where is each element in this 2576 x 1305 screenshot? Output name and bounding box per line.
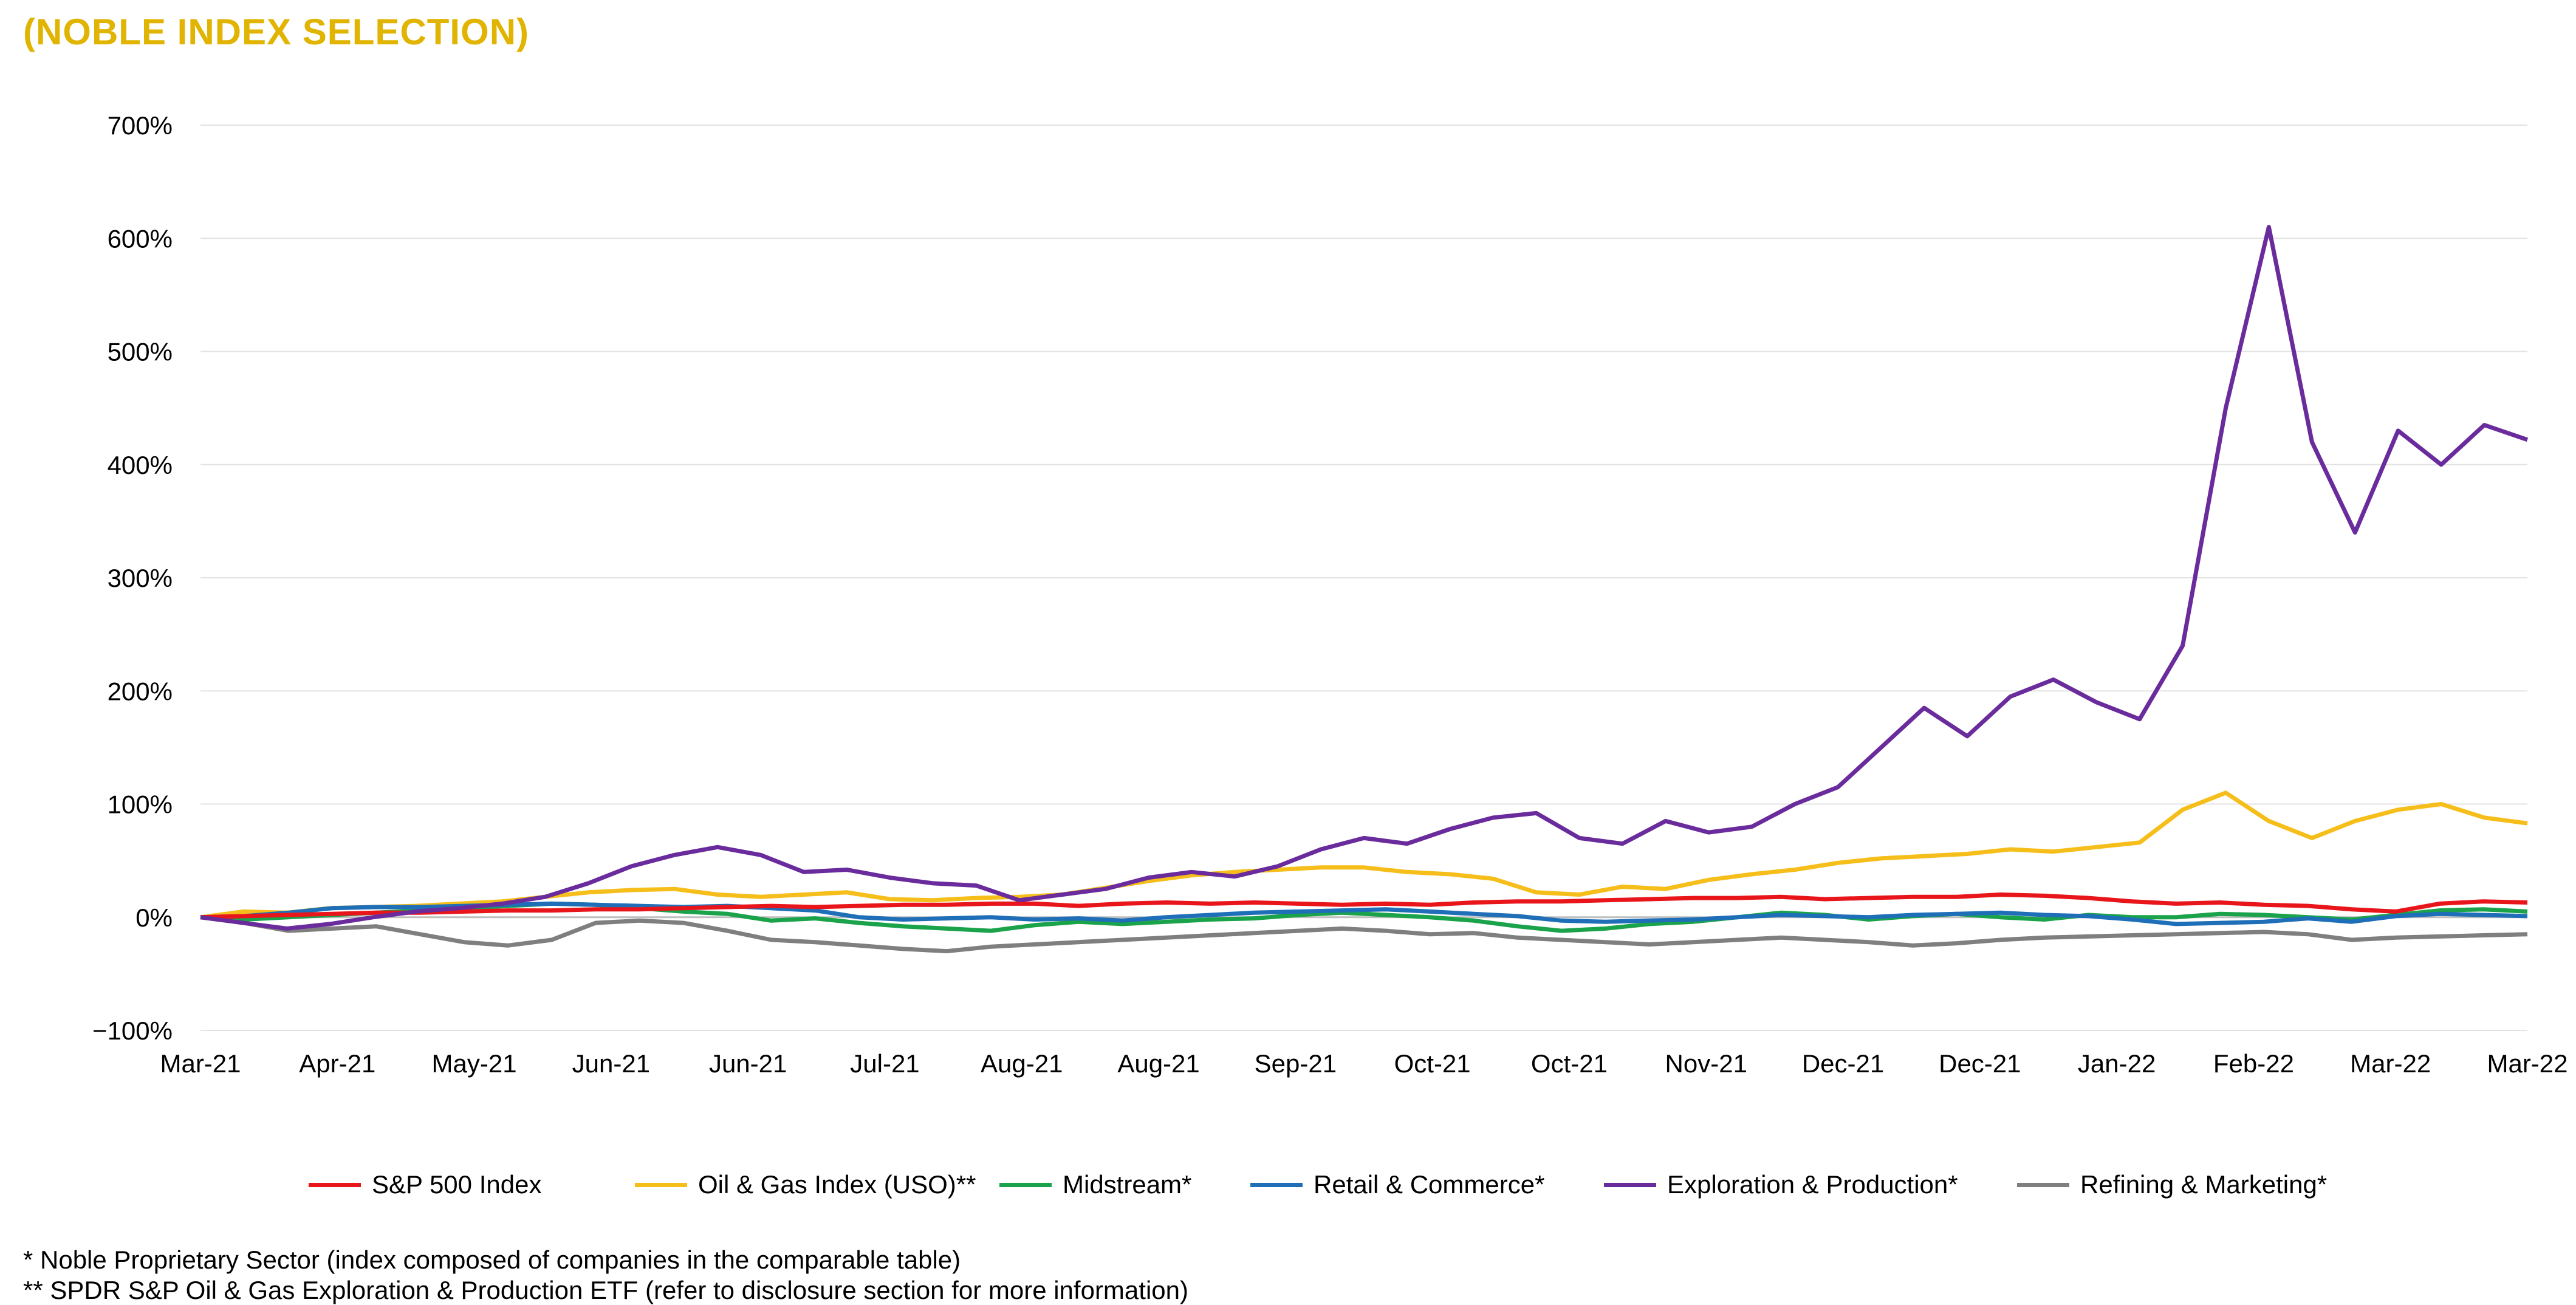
x-tick-label: Mar-22 xyxy=(2487,1049,2567,1078)
x-tick-label: Jun-21 xyxy=(709,1049,787,1078)
y-axis-tick-labels: −100% 0% 100% 200% 300% 400% 500% 600% 700% xyxy=(92,111,173,1045)
legend-swatch xyxy=(2017,1182,2069,1187)
series-line-refining-marketing xyxy=(200,915,2528,954)
y-tick-label: 500% xyxy=(108,338,173,366)
page-title: (NOBLE INDEX SELECTION) xyxy=(23,12,530,52)
legend-item: Refining & Marketing* xyxy=(2017,1170,2327,1199)
x-tick-label: Feb-22 xyxy=(2213,1049,2294,1078)
x-tick-label: Aug-21 xyxy=(1117,1049,1199,1078)
legend-swatch xyxy=(999,1182,1052,1187)
x-tick-label: Nov-21 xyxy=(1665,1049,1747,1078)
gridlines xyxy=(200,125,2527,1031)
legend-item: Oil & Gas Index (USO)** xyxy=(635,1170,976,1199)
legend-item: S&P 500 Index xyxy=(309,1170,541,1199)
x-tick-label: Mar-22 xyxy=(2350,1049,2431,1078)
legend-swatch xyxy=(309,1182,361,1187)
x-tick-label: Dec-21 xyxy=(1939,1049,2021,1078)
x-tick-label: Jul-21 xyxy=(850,1049,919,1078)
y-tick-label: 200% xyxy=(108,677,173,705)
y-tick-label: 600% xyxy=(108,224,173,253)
x-tick-label: Oct-21 xyxy=(1394,1049,1471,1078)
legend-label: S&P 500 Index xyxy=(372,1170,542,1199)
y-tick-label: 300% xyxy=(108,564,173,592)
legend-item: Midstream* xyxy=(999,1170,1191,1199)
x-tick-label: Sep-21 xyxy=(1255,1049,1337,1078)
y-tick-label: −100% xyxy=(92,1016,173,1045)
legend-label: Retail & Commerce* xyxy=(1314,1170,1545,1199)
legend: S&P 500 Index Oil & Gas Index (USO)** Mids… xyxy=(0,1170,2576,1207)
x-axis-tick-labels: Mar-21 Apr-21 May-21 Jun-21 Jun-21 Jul-21 Aug-… xyxy=(160,1049,2567,1078)
series-line-oil-gas-index-uso xyxy=(200,790,2528,920)
legend-label: Midstream* xyxy=(1063,1170,1192,1199)
legend-item: Retail & Commerce* xyxy=(1250,1170,1544,1199)
x-tick-label: Jun-21 xyxy=(572,1049,650,1078)
legend-label: Oil & Gas Index (USO)** xyxy=(698,1170,976,1199)
x-tick-label: Aug-21 xyxy=(981,1049,1063,1078)
y-tick-label: 100% xyxy=(108,790,173,819)
series-line-retail-commerce xyxy=(200,901,2528,927)
series-line-exploration-production xyxy=(200,225,2529,931)
x-tick-label: May-21 xyxy=(432,1049,517,1078)
footnote-spdr-etf: ** SPDR S&P Oil & Gas Exploration & Prod… xyxy=(23,1276,1188,1304)
x-tick-label: Mar-21 xyxy=(160,1049,241,1078)
legend-label: Exploration & Production* xyxy=(1667,1170,1958,1199)
y-tick-label: 700% xyxy=(108,111,173,140)
series-lines xyxy=(200,225,2529,954)
x-tick-label: Apr-21 xyxy=(299,1049,375,1078)
x-tick-label: Jan-22 xyxy=(2078,1049,2156,1078)
y-tick-label: 0% xyxy=(135,903,173,932)
legend-item: Exploration & Production* xyxy=(1604,1170,1958,1199)
x-tick-label: Oct-21 xyxy=(1531,1049,1608,1078)
x-tick-label: Dec-21 xyxy=(1802,1049,1884,1078)
line-chart: −100% 0% 100% 200% 300% 400% 500% 600% 700% Mar-… xyxy=(92,111,2567,1078)
legend-label: Refining & Marketing* xyxy=(2080,1170,2328,1199)
y-tick-label: 400% xyxy=(108,451,173,479)
legend-swatch xyxy=(1250,1182,1303,1187)
legend-swatch xyxy=(1604,1182,1656,1187)
footnote-noble-sector: * Noble Proprietary Sector (index compos… xyxy=(23,1245,961,1274)
series-line-s-p-500-index xyxy=(200,892,2528,920)
legend-swatch xyxy=(635,1182,687,1187)
